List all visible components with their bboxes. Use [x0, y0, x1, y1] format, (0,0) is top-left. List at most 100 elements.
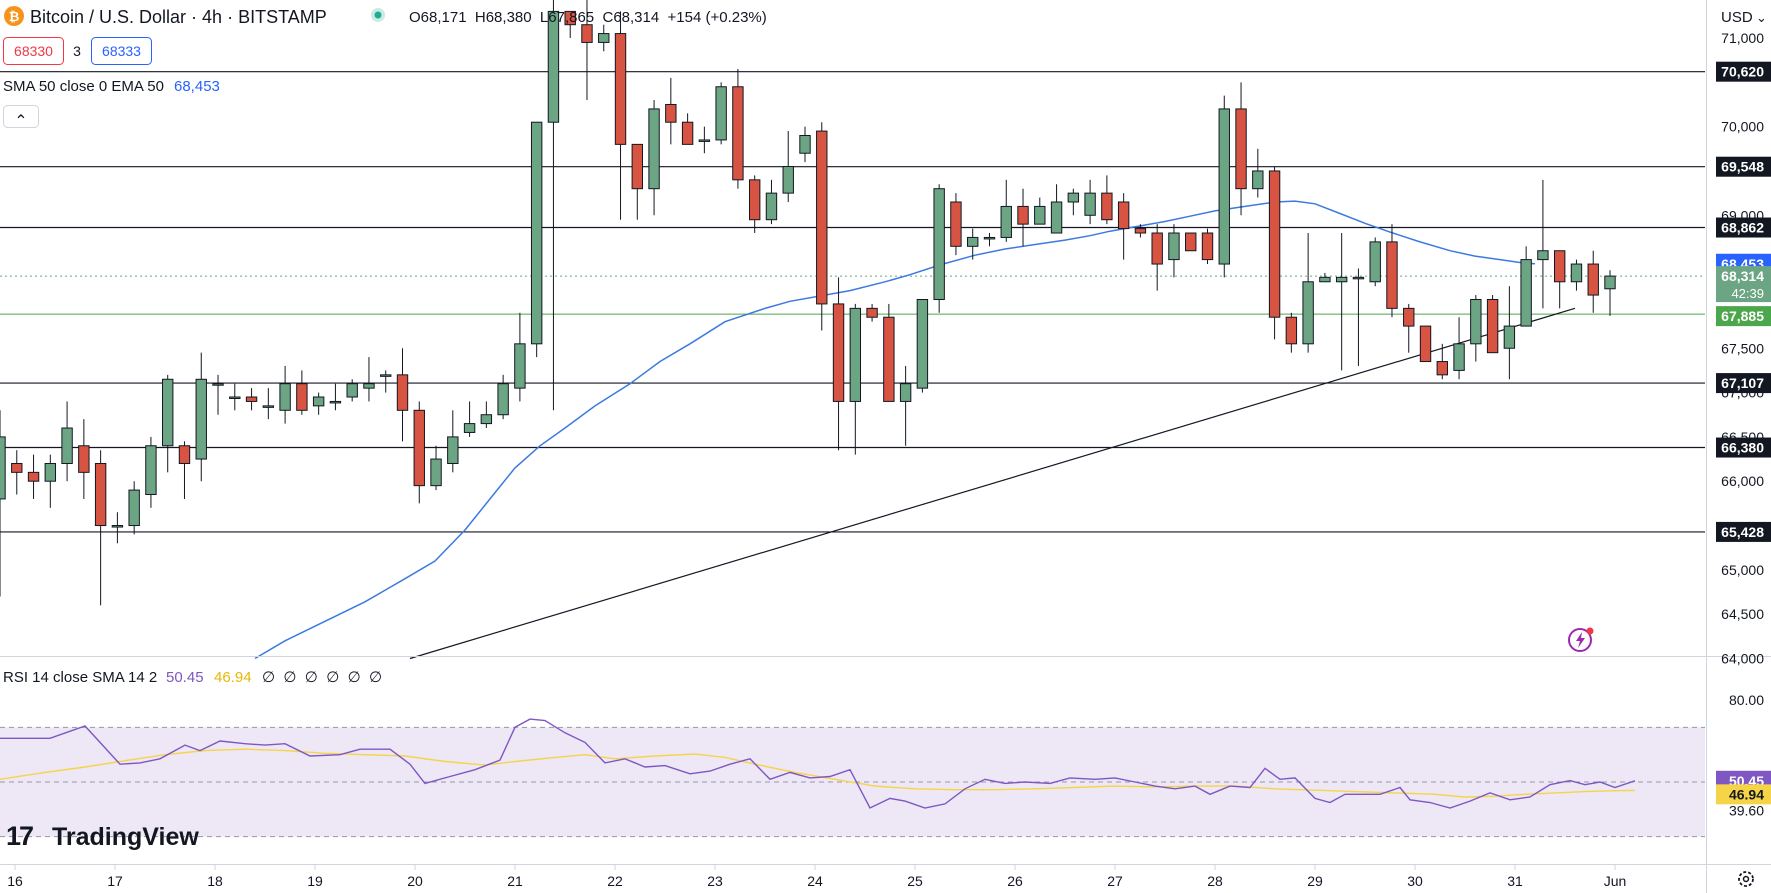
candles-layer[interactable]: [0, 0, 1616, 606]
candle-body[interactable]: [1587, 263, 1599, 296]
candle-body[interactable]: [933, 188, 945, 300]
candle-body[interactable]: [899, 383, 912, 402]
candle[interactable]: [363, 357, 375, 402]
candle-body[interactable]: [178, 445, 191, 464]
candle-body[interactable]: [111, 525, 124, 528]
candle-body[interactable]: [883, 316, 895, 402]
candle-body[interactable]: [614, 33, 627, 145]
candle-body[interactable]: [631, 143, 643, 190]
symbol-title[interactable]: Bitcoin / U.S. Dollar · 4h · BITSTAMP: [30, 7, 327, 27]
candle-body[interactable]: [1050, 201, 1063, 234]
candle-body[interactable]: [229, 396, 241, 400]
candle[interactable]: [832, 277, 845, 451]
currency-selector[interactable]: USD: [1721, 9, 1753, 26]
candle[interactable]: [748, 175, 761, 234]
candle[interactable]: [94, 450, 107, 606]
candle[interactable]: [1537, 179, 1549, 309]
candle-body[interactable]: [447, 436, 459, 464]
candle[interactable]: [1319, 272, 1331, 283]
candle-body[interactable]: [463, 423, 476, 433]
candle[interactable]: [162, 374, 174, 473]
candle[interactable]: [698, 126, 711, 154]
candle-body[interactable]: [329, 400, 342, 404]
candle[interactable]: [262, 388, 275, 420]
candle[interactable]: [1084, 179, 1096, 225]
candle-body[interactable]: [312, 396, 325, 407]
candle[interactable]: [816, 122, 828, 331]
candle[interactable]: [1486, 295, 1499, 354]
candle-body[interactable]: [648, 108, 660, 190]
candle-body[interactable]: [514, 343, 526, 389]
candle-body[interactable]: [1403, 307, 1415, 327]
candle[interactable]: [413, 401, 425, 504]
ema-50-line[interactable]: [254, 200, 1536, 660]
candle-body[interactable]: [296, 383, 308, 411]
candle[interactable]: [1117, 193, 1130, 260]
candle[interactable]: [799, 126, 811, 163]
candle[interactable]: [329, 383, 342, 411]
ascending-trendline[interactable]: [409, 307, 1576, 660]
candle[interactable]: [1470, 295, 1482, 362]
candle[interactable]: [396, 348, 409, 442]
candle-body[interactable]: [1017, 205, 1029, 225]
candle[interactable]: [111, 512, 124, 544]
candle-body[interactable]: [162, 378, 174, 447]
candle[interactable]: [1235, 82, 1247, 216]
candle-body[interactable]: [1235, 108, 1247, 190]
candle[interactable]: [1201, 228, 1214, 265]
candle-body[interactable]: [732, 86, 744, 181]
candle[interactable]: [631, 143, 643, 220]
candle-body[interactable]: [27, 471, 40, 482]
candle[interactable]: [1168, 224, 1180, 278]
candle-body[interactable]: [1386, 241, 1398, 309]
candle[interactable]: [581, 0, 593, 101]
candle-body[interactable]: [363, 383, 375, 389]
candle-body[interactable]: [61, 427, 73, 464]
candle[interactable]: [27, 454, 40, 499]
candle-body[interactable]: [1101, 192, 1113, 221]
candle[interactable]: [782, 131, 794, 202]
candle[interactable]: [78, 419, 90, 499]
candle-body[interactable]: [950, 201, 962, 247]
candle[interactable]: [1017, 188, 1029, 247]
sell-button[interactable]: [3, 37, 64, 65]
candle[interactable]: [1134, 224, 1147, 238]
candle-body[interactable]: [1335, 276, 1348, 283]
candle[interactable]: [1453, 317, 1465, 380]
candle-body[interactable]: [1503, 325, 1516, 349]
candle-body[interactable]: [1470, 298, 1482, 345]
candle-body[interactable]: [1486, 298, 1499, 354]
candle-body[interactable]: [564, 10, 576, 26]
candle-body[interactable]: [430, 458, 442, 487]
candle[interactable]: [1604, 270, 1616, 316]
candle-body[interactable]: [497, 383, 509, 416]
candle-body[interactable]: [715, 86, 727, 141]
candle[interactable]: [1218, 95, 1230, 278]
candle-body[interactable]: [782, 166, 794, 194]
candle-body[interactable]: [279, 383, 291, 411]
candle-body[interactable]: [1302, 281, 1314, 345]
candle[interactable]: [245, 388, 258, 411]
candle[interactable]: [1553, 250, 1566, 309]
candle[interactable]: [312, 392, 325, 415]
candle-body[interactable]: [832, 303, 845, 402]
candle-body[interactable]: [1537, 250, 1549, 261]
candle-body[interactable]: [1453, 343, 1465, 371]
candle[interactable]: [1403, 303, 1415, 353]
candle[interactable]: [1185, 232, 1197, 252]
indicator-legend[interactable]: SMA 50 close 0 EMA 50: [3, 78, 164, 95]
candle[interactable]: [1050, 184, 1063, 234]
candle-body[interactable]: [1419, 325, 1432, 363]
candle-body[interactable]: [665, 103, 677, 123]
candle[interactable]: [178, 441, 191, 499]
candle-body[interactable]: [128, 489, 140, 527]
candle[interactable]: [765, 179, 778, 225]
candle-body[interactable]: [1268, 170, 1281, 318]
candle-body[interactable]: [866, 307, 878, 318]
candle[interactable]: [195, 352, 207, 482]
candle-body[interactable]: [0, 436, 6, 500]
candle-body[interactable]: [598, 33, 610, 43]
candle-body[interactable]: [44, 462, 57, 482]
candle-body[interactable]: [1520, 259, 1532, 327]
